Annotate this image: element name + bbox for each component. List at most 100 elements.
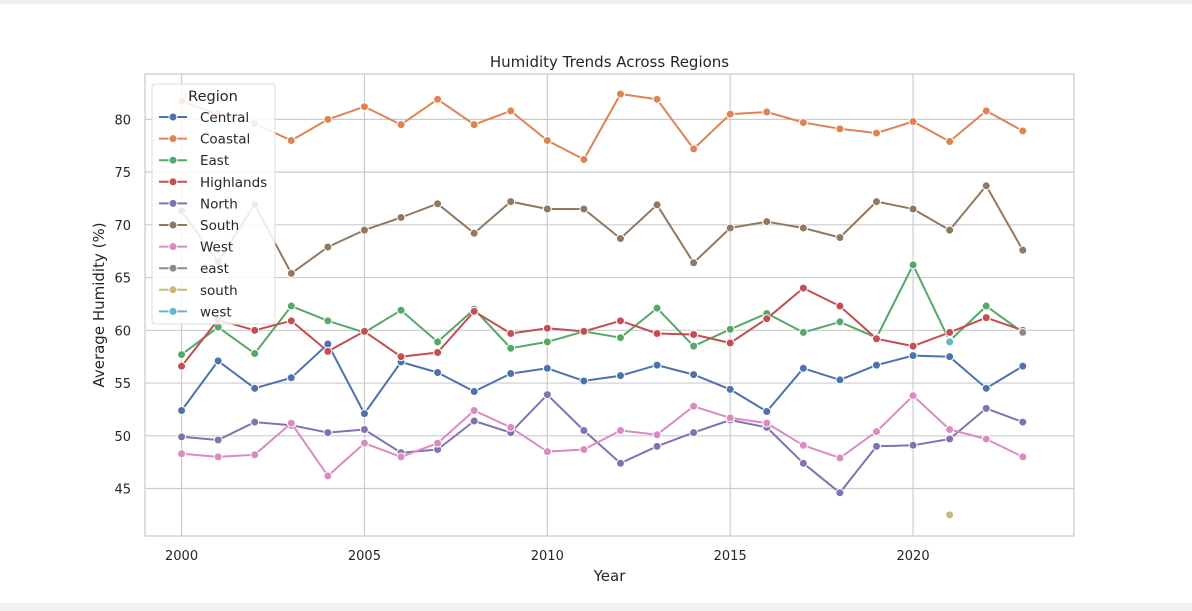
point-highlands-2005	[359, 326, 369, 336]
point-central-2013	[652, 360, 662, 370]
point-central-2011	[579, 376, 589, 386]
point-central-2012	[615, 371, 625, 381]
legend-item-east: East	[159, 153, 229, 169]
point-highlands-2003	[286, 316, 296, 326]
legend-label: South	[200, 218, 239, 234]
point-east-2012	[615, 333, 625, 343]
point-highlands-2011	[579, 326, 589, 336]
point-east-2007	[433, 337, 443, 347]
line-south	[180, 184, 1024, 275]
point-coastal-2015	[725, 109, 735, 119]
point-west-2017	[798, 440, 808, 450]
point-south-2019	[871, 197, 881, 207]
x-axis-label: Year	[593, 567, 627, 585]
series-west	[945, 337, 955, 347]
legend-item-south: south	[159, 283, 238, 299]
point-highlands-2004	[323, 346, 333, 356]
legend-item-west: West	[159, 240, 233, 256]
point-central-2000	[177, 405, 187, 415]
point-south-2006	[396, 212, 406, 222]
point-highlands-2007	[433, 347, 443, 357]
point-coastal-2013	[652, 94, 662, 104]
point-north-2019	[871, 441, 881, 451]
point-coastal-2009	[506, 106, 516, 116]
point-central-2020	[908, 351, 918, 361]
chart-title: Humidity Trends Across Regions	[490, 53, 729, 71]
point-north-2020	[908, 440, 918, 450]
point-central-2019	[871, 360, 881, 370]
point-west-2001	[213, 452, 223, 462]
point-west-2011	[579, 445, 589, 455]
point-north-2005	[359, 424, 369, 434]
tick-labels: 2000 2005 2010 2015 2020 45 50 55 60 65 70 75 80	[114, 113, 929, 564]
bottom-band	[0, 603, 1192, 611]
point-east-2022	[981, 301, 991, 311]
point-coastal-2010	[542, 135, 552, 145]
point-west-2004	[323, 471, 333, 481]
point-highlands-2022	[981, 313, 991, 323]
point-coastal-2021	[945, 137, 955, 147]
point-east-2002	[250, 349, 260, 359]
point-east-2020	[908, 260, 918, 270]
legend-label: east	[200, 261, 229, 277]
point-east-2003	[286, 301, 296, 311]
point-coastal-2005	[359, 102, 369, 112]
point-west-2006	[396, 452, 406, 462]
point-north-2013	[652, 441, 662, 451]
point-west-2005	[359, 438, 369, 448]
point-central-2023	[1018, 361, 1028, 371]
point-west-2002	[250, 450, 260, 460]
point-central-2022	[981, 383, 991, 393]
point-north-2004	[323, 428, 333, 438]
point-south-2010	[542, 204, 552, 214]
point-east-2009	[506, 343, 516, 353]
point-west-2012	[615, 426, 625, 436]
point-coastal-2004	[323, 114, 333, 124]
legend-label: North	[200, 196, 238, 212]
point-west-2008	[469, 405, 479, 415]
legend-title: Region	[188, 89, 238, 105]
x-tick-label-2005: 2005	[348, 549, 381, 564]
point-north-2012	[615, 458, 625, 468]
point-central-2007	[433, 368, 443, 378]
point-east-2006	[396, 305, 406, 315]
point-north-2021	[945, 434, 955, 444]
point-central-2021	[945, 352, 955, 362]
point-north-2008	[469, 416, 479, 426]
point-central-2001	[213, 356, 223, 366]
point-north-2022	[981, 403, 991, 413]
point-highlands-2017	[798, 283, 808, 293]
x-tick-label-2020: 2020	[897, 549, 930, 564]
point-central-2002	[250, 383, 260, 393]
series-west	[177, 391, 1028, 481]
series-highlands	[177, 283, 1028, 371]
point-highlands-2009	[506, 328, 516, 338]
point-south-2015	[725, 223, 735, 233]
legend-swatch-marker	[168, 198, 178, 208]
point-south-2018	[835, 232, 845, 242]
point-central-2009	[506, 369, 516, 379]
line-coastal	[181, 93, 1024, 161]
point-east-2004	[323, 316, 333, 326]
y-tick-label-65: 65	[114, 272, 131, 287]
point-south-2023	[1018, 245, 1028, 255]
point-coastal-2016	[762, 107, 772, 117]
point-west-2014	[689, 401, 699, 411]
point-north-2017	[798, 458, 808, 468]
point-south-2021	[945, 510, 955, 520]
point-coastal-2003	[286, 135, 296, 145]
legend-item-south: South	[159, 218, 239, 234]
point-highlands-2000	[177, 361, 187, 371]
legend-item-highlands: Highlands	[159, 175, 267, 191]
y-tick-label-80: 80	[114, 113, 131, 128]
point-west-2007	[433, 438, 443, 448]
point-coastal-2018	[835, 124, 845, 134]
point-west-2023	[1018, 452, 1028, 462]
point-highlands-2020	[908, 341, 918, 351]
legend-item-central: Central	[159, 110, 249, 126]
y-tick-label-50: 50	[114, 430, 131, 445]
point-north-2001	[213, 435, 223, 445]
point-east-2015	[725, 324, 735, 334]
point-north-2023	[1018, 417, 1028, 427]
